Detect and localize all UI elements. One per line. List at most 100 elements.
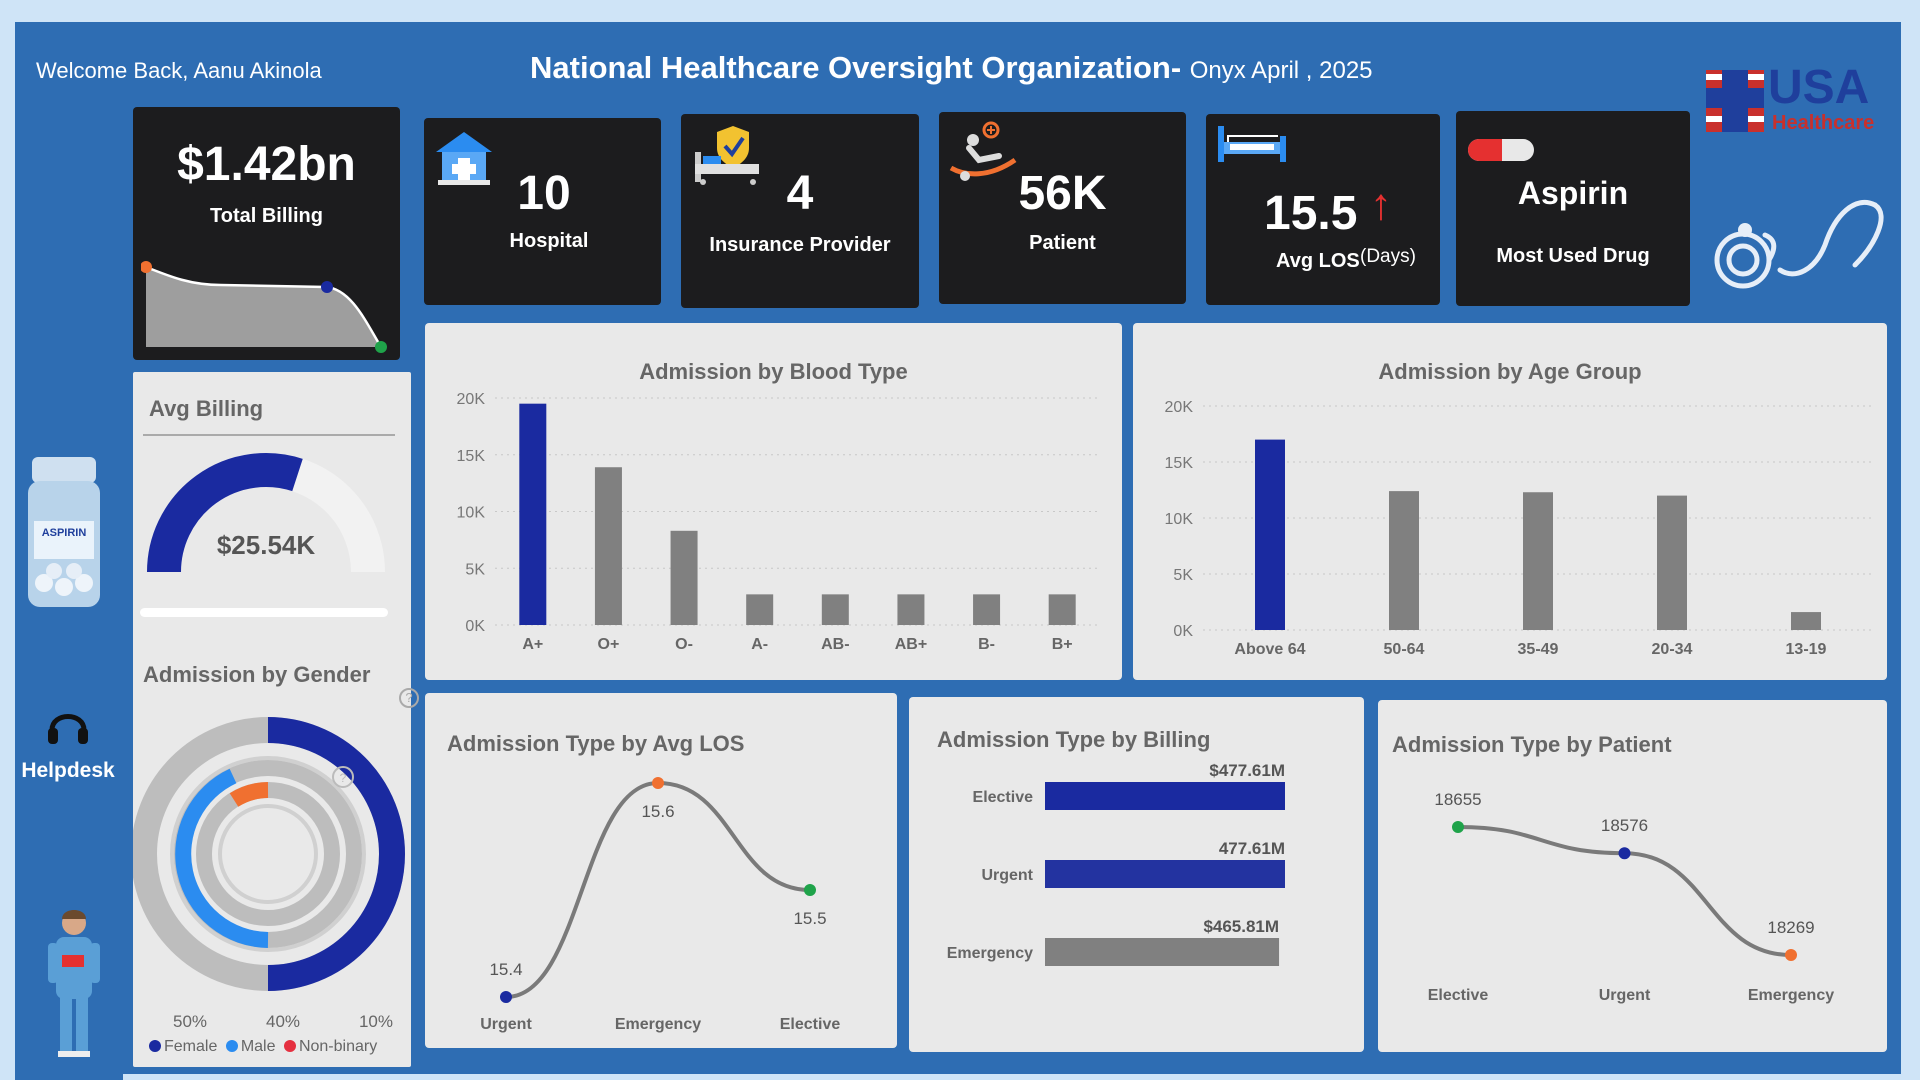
percent-label: 10% — [358, 1012, 393, 1031]
nurse-image — [48, 910, 100, 1057]
kpi-patient-label: Patient — [1029, 232, 1096, 254]
usa-healthcare-logo: USA Healthcare — [1700, 60, 1890, 140]
data-point — [1618, 847, 1631, 860]
bar — [973, 594, 1001, 625]
kpi-hospital-label: Hospital — [509, 230, 589, 252]
hospital-bed-icon — [1218, 126, 1286, 162]
bar — [1523, 492, 1553, 630]
percent-label: 40% — [265, 1012, 301, 1031]
y-tick-label: 20K — [1165, 399, 1194, 416]
x-category-label: AB- — [821, 636, 849, 653]
logo-text: USA — [1768, 61, 1870, 114]
legend-female: Female — [164, 1038, 218, 1055]
y-tick-label: 20K — [457, 391, 486, 408]
gender-title: Admission by Gender — [143, 662, 371, 687]
patient-type-title: Admission Type by Patient — [1392, 732, 1672, 757]
x-category-label: 50-64 — [1384, 641, 1425, 658]
page-title: National Healthcare Oversight Organizati… — [530, 50, 1373, 86]
data-label: $465.81M — [1203, 917, 1279, 936]
x-category-label: O+ — [598, 636, 620, 653]
gender-legend: Female Male Non-binary — [149, 1038, 377, 1056]
title-subtitle: Onyx April , 2025 — [1189, 57, 1373, 84]
data-label: 18269 — [1767, 918, 1814, 937]
billing-sparkline — [141, 261, 387, 353]
kpi-patient-value: 56K — [1018, 167, 1107, 220]
y-tick-label: 0K — [1173, 623, 1193, 640]
y-tick-label: 10K — [1165, 511, 1194, 528]
logo-subtext: Healthcare — [1772, 112, 1875, 134]
data-label: 18576 — [1601, 816, 1648, 835]
data-label: 18655 — [1434, 790, 1481, 809]
x-category-label: O- — [675, 636, 693, 653]
x-category-label: Elective — [1428, 987, 1489, 1004]
x-category-label: B- — [978, 636, 995, 653]
bar — [1045, 782, 1285, 810]
bar — [670, 530, 698, 625]
y-tick-label: 0K — [465, 618, 485, 635]
data-label: $477.61M — [1209, 761, 1285, 780]
bar — [1045, 860, 1285, 888]
legend-male: Male — [240, 1038, 276, 1055]
kpi-los-label: Avg LOS — [1276, 250, 1360, 272]
billing-type-title: Admission Type by Billing — [937, 727, 1211, 752]
data-label: 15.5 — [793, 909, 826, 928]
y-tick-label: 15K — [457, 448, 486, 465]
data-point — [500, 991, 512, 1003]
y-tick-label: 5K — [1173, 567, 1193, 584]
kpi-drug-value: Aspirin — [1517, 175, 1629, 211]
age-group-chart: 0K 5K 10K 15K 20K Above 64 50-64 35-49 20-34 13-1… — [1165, 399, 1873, 658]
blood-type-chart: 0K 5K 10K 15K 20K A+ O+ O- A- AB- AB+ B- B+ — [457, 391, 1100, 653]
kpi-insurance: 4 Insurance Provider — [681, 114, 919, 308]
welcome-text: Welcome Back, Aanu Akinola — [36, 58, 322, 83]
data-point — [804, 884, 816, 896]
kpi-billing-label: Total Billing — [210, 205, 323, 227]
bar — [1255, 439, 1285, 630]
y-tick-label: 5K — [465, 561, 485, 578]
avg-billing-value: $25.54K — [217, 530, 316, 560]
bar — [1048, 594, 1076, 625]
kpi-avg-los: 15.5 ↑ Avg LOS (Days) — [1206, 114, 1440, 305]
x-category-label: A+ — [522, 636, 543, 653]
data-label: 15.6 — [641, 802, 674, 821]
y-tick-label: 15K — [1165, 455, 1194, 472]
up-arrow-icon: ↑ — [1370, 180, 1392, 229]
bar — [746, 594, 774, 625]
kpi-hospital: 10 Hospital — [424, 118, 661, 305]
headset-icon — [48, 714, 88, 744]
x-category-label: 35-49 — [1518, 641, 1559, 658]
bar — [897, 594, 925, 625]
patient-wheelchair-icon — [949, 121, 1017, 181]
avg-los-panel: Admission Type by Avg LOS 15.4 Urgent 15.6… — [425, 693, 897, 1048]
patient-type-panel: Admission Type by Patient 18655 Elective 1… — [1378, 700, 1887, 1052]
aspirin-bottle-image: ASPIRIN — [28, 457, 100, 607]
legend-nonbinary: Non-binary — [298, 1038, 378, 1055]
y-category-label: Elective — [973, 789, 1034, 806]
bar — [1791, 612, 1821, 630]
x-category-label: Urgent — [1599, 987, 1651, 1004]
avg-billing-gauge: $25.54K — [147, 453, 385, 573]
patient-type-chart: 18655 Elective 18576 Urgent 18269 Emergency — [1428, 790, 1834, 1004]
bottle-label: ASPIRIN — [42, 527, 87, 539]
kpi-insurance-value: 4 — [786, 167, 814, 220]
kpi-billing-value: $1.42bn — [177, 138, 356, 191]
y-tick-label: 10K — [457, 505, 486, 522]
gender-percent-labels: 50% 40% 10% — [173, 1012, 393, 1032]
bar — [1657, 495, 1687, 630]
data-point — [1452, 821, 1464, 833]
hospital-icon — [436, 132, 492, 185]
bar — [519, 403, 547, 625]
series-line — [1457, 825, 1792, 957]
age-group-panel: Admission by Age Group 0K 5K 10K 15K 20K Abov… — [1133, 323, 1887, 680]
x-category-label: Emergency — [1748, 987, 1834, 1004]
help-icon[interactable]: ? — [399, 688, 419, 708]
bar — [821, 594, 849, 625]
helpdesk-button[interactable]: Helpdesk — [18, 700, 118, 783]
kpi-insurance-label: Insurance Provider — [709, 234, 891, 256]
bar — [1045, 938, 1280, 966]
avg-billing-title: Avg Billing — [149, 396, 264, 421]
x-category-label: B+ — [1052, 636, 1073, 653]
x-category-label: 13-19 — [1786, 641, 1827, 658]
insurance-bed-shield-icon — [695, 126, 759, 185]
avg-los-title: Admission Type by Avg LOS — [447, 731, 745, 756]
data-label: 477.61M — [1219, 839, 1285, 858]
